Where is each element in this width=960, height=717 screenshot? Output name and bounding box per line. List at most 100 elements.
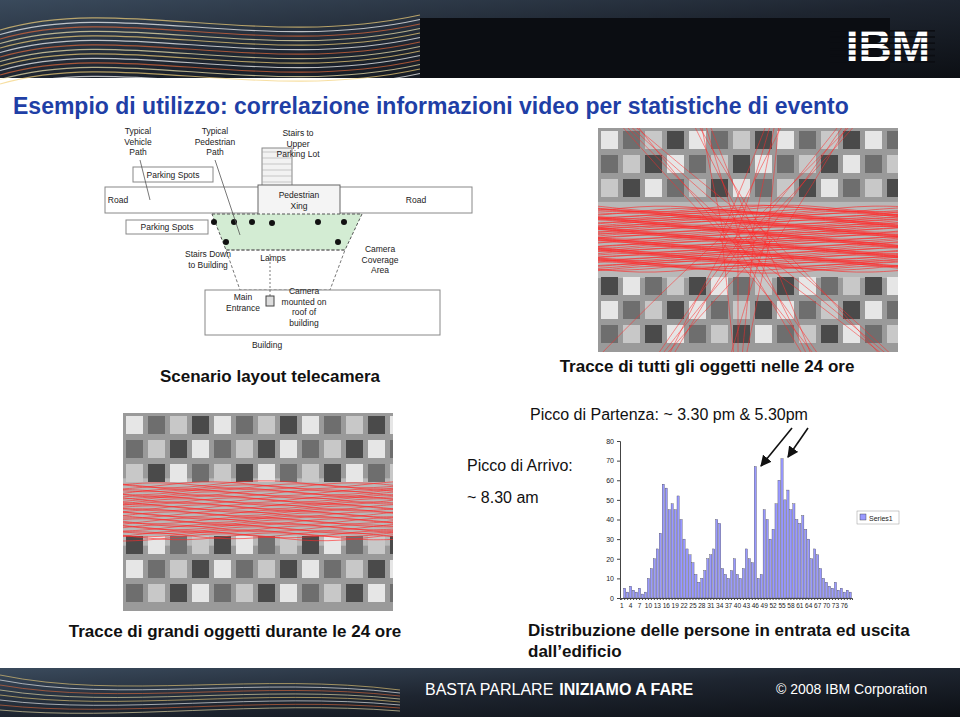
slide-title: Esempio di utilizzo: correlazione inform… [13, 93, 849, 119]
x-tick-mark [787, 598, 788, 600]
photo-trace [749, 128, 857, 240]
photo-trace [598, 254, 898, 261]
photo-trace [123, 492, 393, 500]
x-tick [722, 598, 723, 600]
photo-car [623, 179, 640, 197]
x-tick-mark [737, 598, 738, 600]
photo-trace [635, 128, 731, 240]
photo-trace [598, 226, 898, 233]
photo-car [126, 584, 143, 602]
x-tick [681, 598, 682, 600]
bar [799, 523, 801, 598]
x-tick [695, 598, 696, 600]
photo-car [192, 560, 209, 578]
photo-car [302, 584, 319, 602]
x-tick [704, 598, 705, 600]
bar [668, 510, 670, 598]
photo-trace [761, 128, 845, 240]
bar [692, 563, 694, 598]
x-tick [796, 598, 797, 600]
photo-car [601, 155, 618, 173]
photo-car [843, 277, 860, 295]
photo-trace [598, 253, 898, 260]
photo-car [645, 301, 662, 319]
x-tick-mark [704, 598, 705, 600]
diagram-label: MainEntrance [226, 292, 260, 313]
footer-copyright: © 2008 IBM Corporation [776, 681, 927, 697]
bar [790, 510, 792, 598]
photo-car [667, 325, 684, 343]
x-tick-label: 70 [823, 602, 831, 609]
diagram-label: Cameramounted onroof ofbuilding [282, 286, 327, 328]
photo-car [711, 325, 728, 343]
slide-canvas: IBMEsempio di utilizzo: correlazione inf… [0, 0, 960, 717]
photo-car [601, 131, 618, 149]
stair-step [262, 182, 292, 183]
photo-car [324, 536, 341, 554]
photo-car [865, 155, 882, 173]
photo-car [887, 301, 898, 319]
photo-car [324, 584, 341, 602]
photo-car [302, 560, 319, 578]
photo-car [777, 325, 794, 343]
photo-car [148, 584, 165, 602]
bar [796, 520, 798, 599]
x-tick [752, 598, 753, 600]
x-tick-label: 55 [778, 602, 786, 609]
x-tick-mark [749, 598, 750, 600]
x-tick-mark [761, 598, 762, 600]
x-tick-mark [796, 598, 797, 600]
x-tick-mark [799, 598, 800, 600]
bar [632, 590, 634, 598]
x-tick: 67 [814, 598, 822, 609]
x-tick: 37 [725, 598, 733, 609]
x-tick [761, 598, 762, 600]
photo-car [148, 416, 165, 434]
photo-trace [693, 128, 753, 240]
photo-trace [745, 128, 841, 240]
photo-car [148, 440, 165, 458]
lamp [211, 219, 217, 225]
photo-caption: Tracce di tutti gli oggetti nelle 24 ore [560, 357, 855, 376]
x-tick [829, 598, 830, 600]
diagram-label: Lamps [260, 253, 286, 263]
photo-trace [123, 520, 393, 527]
photo-car [843, 179, 860, 197]
chart-title: Distribuzione delle persone in entrata e… [528, 621, 910, 661]
y-tick-label: 70 [606, 457, 614, 464]
photo-car [346, 416, 363, 434]
vehicle-path-pointer [140, 160, 150, 200]
bar [837, 590, 839, 598]
photo-car [258, 440, 275, 458]
x-tick: 55 [778, 598, 786, 609]
x-tick [716, 598, 717, 600]
x-tick-mark [805, 598, 806, 600]
bar [754, 467, 756, 598]
photo-trace [672, 240, 744, 352]
photo-trace [123, 484, 393, 492]
footer-slogan: BASTA PARLAREINIZIAMO A FARE [425, 681, 694, 698]
photo-trace [619, 128, 727, 240]
photo-car [346, 560, 363, 578]
photo-car [346, 440, 363, 458]
diagram-label: Parking Spots [147, 170, 200, 180]
x-tick-label: 7 [638, 602, 642, 609]
photo-car [645, 155, 662, 173]
bar [733, 559, 735, 598]
diagram-label: Road [108, 195, 129, 205]
x-tick-label: 1 [620, 602, 624, 609]
photo-trace [631, 128, 775, 240]
photo-car [799, 325, 816, 343]
x-tick-mark [782, 598, 783, 600]
x-tick [850, 598, 851, 600]
photo-car [236, 416, 253, 434]
chart: 0102030405060708014710131619222528313437… [606, 438, 899, 609]
footer-background [0, 668, 960, 717]
annotation-arrow [788, 428, 808, 457]
y-tick: 10 [606, 575, 620, 582]
photo-caption: Tracce di grandi oggetti durante le 24 o… [69, 622, 402, 641]
x-axis: 1471013161922252831343740434649525558616… [620, 598, 853, 609]
photo-car [689, 325, 706, 343]
photo-car [170, 584, 187, 602]
photo-car [214, 560, 231, 578]
